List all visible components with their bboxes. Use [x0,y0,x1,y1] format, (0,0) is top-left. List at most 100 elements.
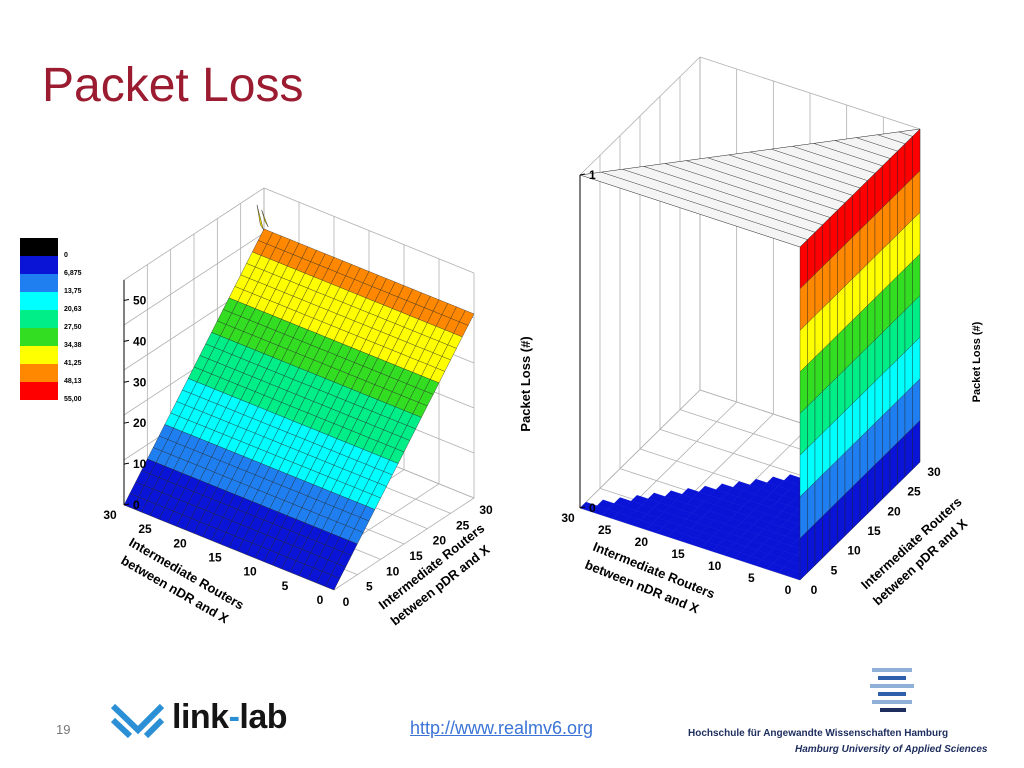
surface-cell [814,266,823,316]
surface-cell [844,278,853,329]
surface-cell [897,143,906,194]
surface-cell [837,243,846,294]
surface-top-hatch [813,143,883,167]
surface-cell [852,478,861,529]
x-tick-label: 20 [635,535,649,549]
z-tick-label: 50 [133,293,147,307]
z-tick-mark [123,380,130,383]
haw-name-de: Hochschule für Angewandte Wissenschaften… [688,728,949,739]
surface-cell [799,405,808,456]
z-axis-title: Packet Loss (#) [518,336,533,431]
surface-cell [867,297,876,348]
surface-cell [807,523,816,574]
z-tick-label: 0 [133,498,140,512]
surface-cell [852,187,861,238]
surface-cell [867,339,876,390]
surface-cell [912,378,921,429]
surface-cell [814,307,823,358]
surface-cell [882,449,891,500]
surface-cell [852,229,861,280]
surface-cell [844,319,853,370]
surface-cell [882,407,891,458]
haw-logo-icon [870,668,914,712]
surface-cell [882,241,891,292]
surface-cell [889,150,898,201]
legend-label: 27,50 [64,324,82,331]
surface-cell [852,312,861,363]
surface-cell [829,376,838,427]
y-tick-label: 30 [927,465,941,479]
surface-cell [829,292,838,343]
surface-cell [897,268,906,319]
x-tick-label: 5 [282,579,289,593]
link-lab-logo: link-lab [172,698,288,737]
surface-top-hatch [728,154,853,196]
surface-cell [859,305,868,355]
link-lab-logo-dash: - [228,698,240,736]
surface-cell [844,236,853,287]
surface-cell [596,499,615,510]
surface-cell [799,530,808,581]
surface-cell [844,486,853,537]
y-tick-label: 15 [867,524,881,538]
z-tick-mark [123,339,130,342]
surface-cell [807,481,816,532]
surface-cell [844,403,853,453]
surface-cell [630,495,649,505]
surface-cell [889,358,898,409]
website-link[interactable]: http://www.realmv6.org [410,718,594,738]
y-tick-label: 20 [433,534,447,548]
legend-swatch [20,292,58,310]
surface-cell [912,253,921,304]
surface-cell [859,263,868,314]
surface-top-hatch [749,151,861,189]
z-tick-mark [123,298,130,301]
surface-cell [859,471,868,522]
surface-cell [904,135,913,186]
x-tick-label: 30 [103,508,117,522]
surface-cell [852,270,861,321]
x-tick-label: 10 [243,565,257,579]
surface-cell [829,417,838,468]
legend-label: 6,875 [64,270,82,277]
surface-top-hatch [834,140,891,159]
surface-cell [799,447,808,498]
surface-cell [889,192,898,243]
z-tick-mark [123,503,130,506]
surface-cell [904,219,913,270]
z-tick-mark [579,173,586,176]
surface-cell [799,488,808,539]
surface-cell [814,390,823,441]
legend-swatch [20,238,58,256]
legend-label: 20,63 [64,306,82,313]
surface-cell [807,231,816,282]
y-tick-label: 15 [409,549,423,563]
surface-cell [807,273,816,324]
surface-cell [867,172,876,223]
surface-cell [799,364,808,414]
z-tick-label: 1 [589,168,596,182]
surface-cell [822,383,831,434]
y-tick-label: 0 [343,595,350,609]
surface-cell [681,488,700,498]
surface-cell [904,260,913,311]
surface-cell [837,410,846,461]
surface-cell [698,485,717,496]
surface-cell [837,285,846,336]
surface-cell [822,258,831,309]
legend-swatch [20,274,58,292]
surface-cell [867,256,876,306]
surface-cell [814,432,823,483]
surface-cell [874,415,883,466]
surface-cell [799,322,808,373]
z-axis-title: Packet Loss (#) [971,321,983,402]
x-tick-label: 20 [173,536,187,550]
x-tick-label: 25 [598,523,612,537]
surface-cell [822,341,831,392]
link-lab-logo-word1: link [172,698,229,736]
surface-cell [859,180,868,231]
surface-cell [852,354,861,404]
surface-cell [837,327,846,378]
surface-cell [904,385,913,436]
surface-cell [814,515,823,566]
